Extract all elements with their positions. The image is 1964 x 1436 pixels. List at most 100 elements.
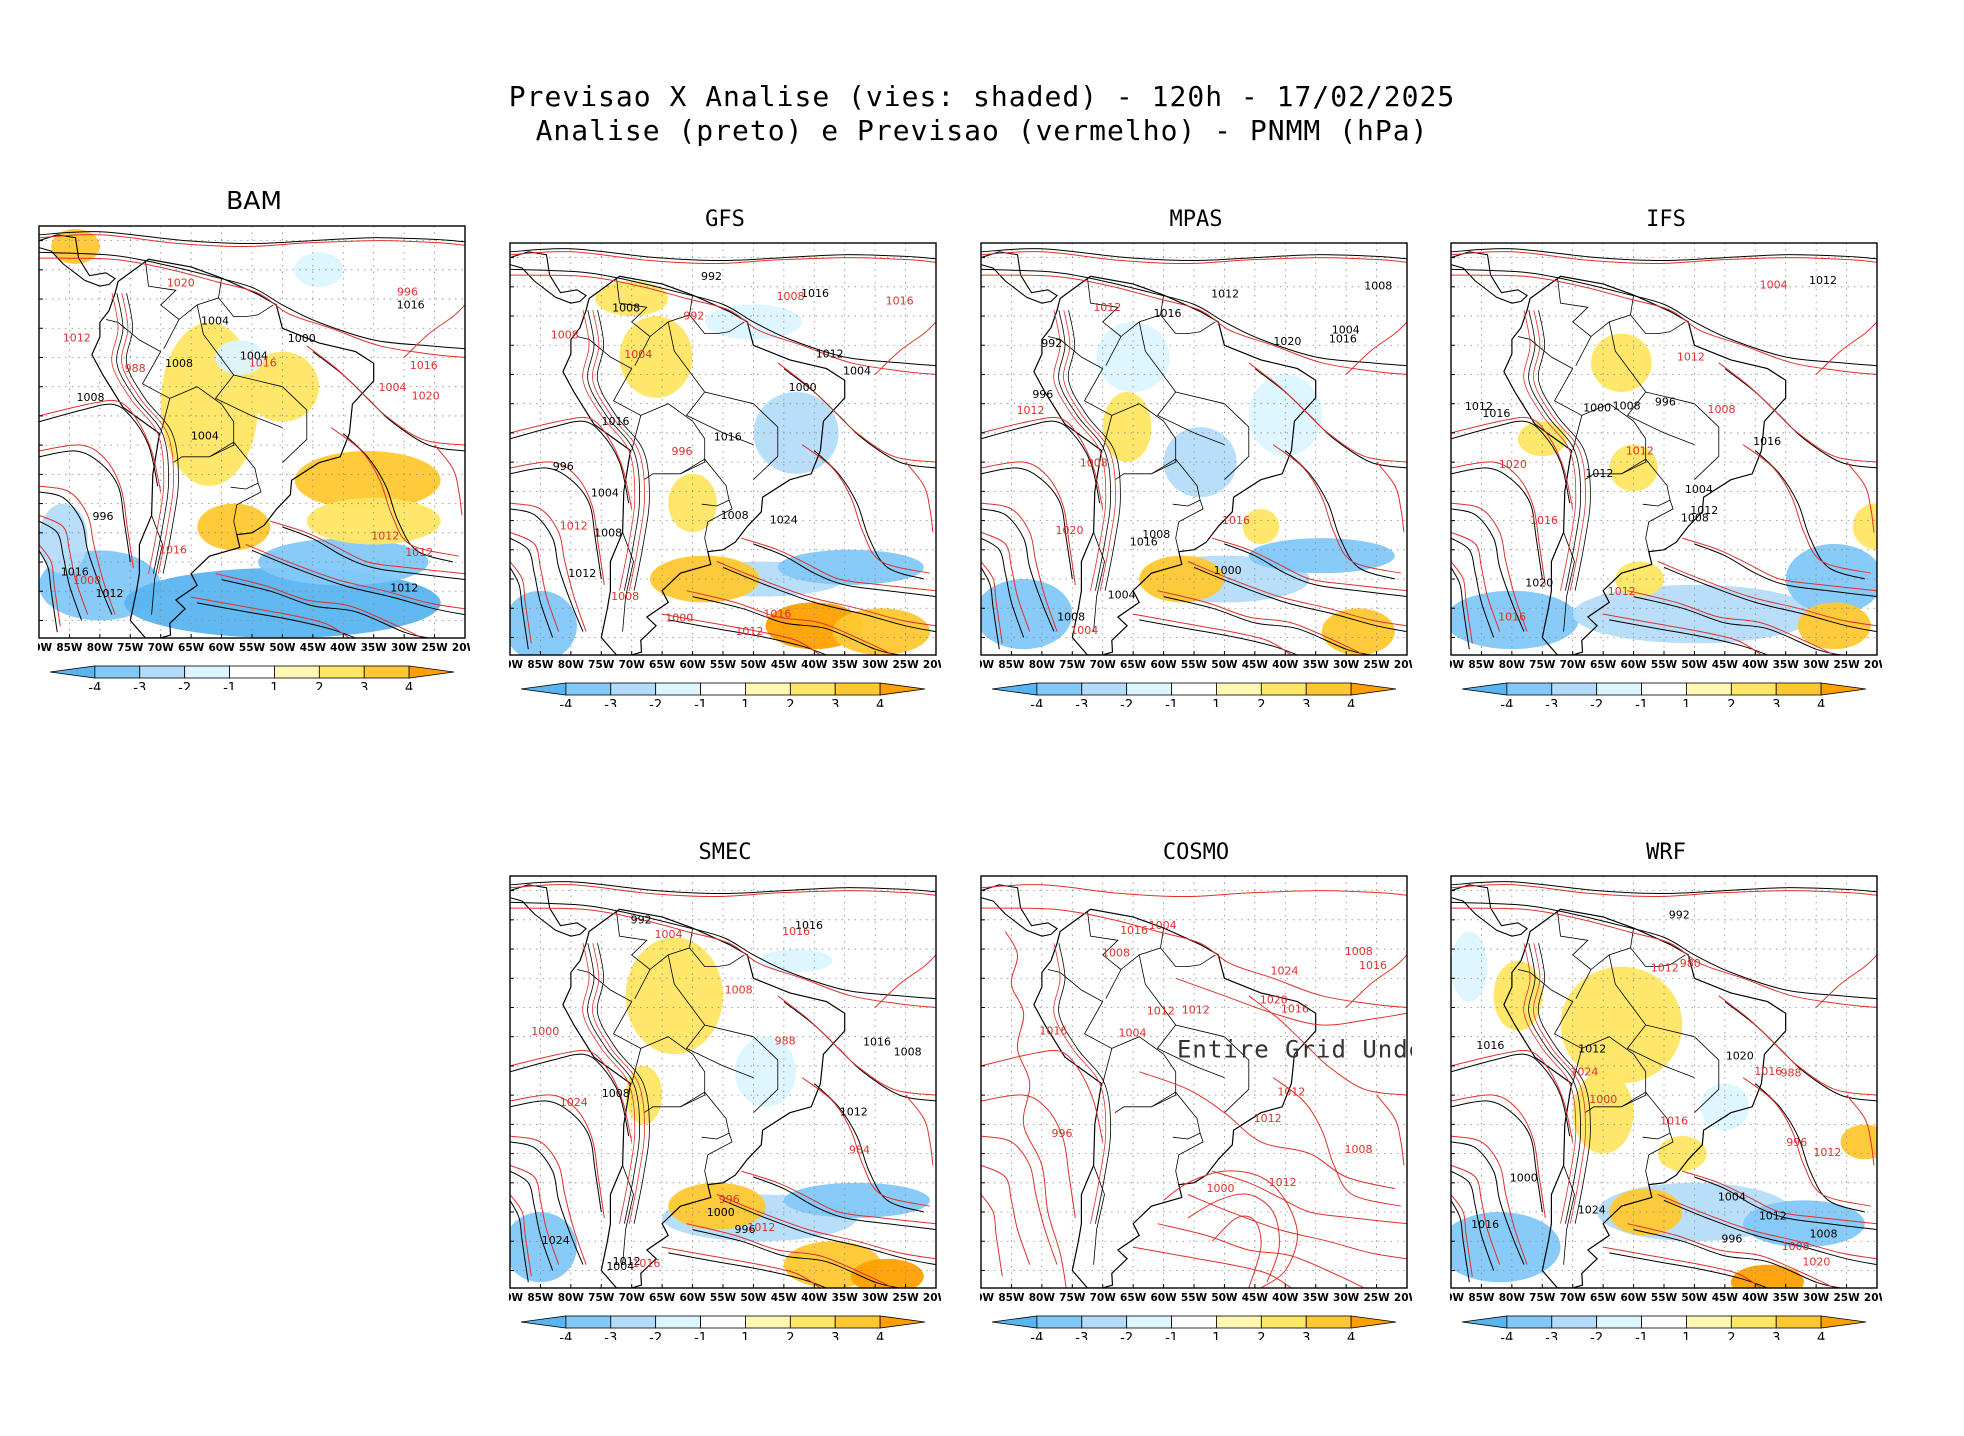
lon-tick-label: 85W xyxy=(1468,1292,1495,1304)
forecast-isobar xyxy=(39,234,465,248)
country-border xyxy=(685,391,754,445)
lon-tick-label: 20W xyxy=(1864,1292,1882,1304)
forecast-isobar xyxy=(510,1135,587,1265)
bias-patch xyxy=(668,1182,766,1230)
analysis-isobar xyxy=(1163,596,1371,655)
bias-patch xyxy=(1797,602,1871,650)
coastline xyxy=(39,234,116,287)
forecast-isobar xyxy=(1157,590,1365,655)
lon-tick-label: 55W xyxy=(1651,1292,1678,1304)
forecast-contour-label: 996 xyxy=(719,1193,740,1206)
forecast-isobar xyxy=(39,485,116,615)
forecast-isobar xyxy=(1682,1170,1877,1225)
map-content: 1016100810121008101610041008100410009969… xyxy=(981,243,1407,655)
forecast-contour-label: 1004 xyxy=(1119,1026,1147,1039)
lon-tick-label: 65W xyxy=(1120,659,1147,671)
lon-tick-label: 60W xyxy=(679,1292,706,1304)
figure-title: Previsao X Analise (vies: shaded) - 120h… xyxy=(508,80,1456,113)
lon-tick-label: 75W xyxy=(1529,1292,1556,1304)
analysis-contour-label: 1020 xyxy=(1525,577,1553,590)
forecast-isobar xyxy=(905,1094,934,1166)
lon-tick-label: 40W xyxy=(1272,659,1299,671)
bias-patch xyxy=(51,228,100,264)
colorbar: -4 -3 -2 -1 1 2 3 4 xyxy=(1461,682,1867,707)
lon-tick-label: 35W xyxy=(1303,1292,1330,1304)
forecast-isobar xyxy=(1603,1246,1762,1288)
analysis-isobar xyxy=(1451,537,1495,638)
analysis-isobar xyxy=(1451,268,1877,367)
country-border xyxy=(214,374,283,428)
analysis-contour-label: 1012 xyxy=(816,347,844,360)
forecast-contour-label: 1012 xyxy=(747,1221,775,1234)
analysis-isobar xyxy=(1451,420,1571,504)
analysis-isobar xyxy=(692,1229,900,1288)
lon-tick-label: 50W xyxy=(269,642,296,654)
lon-tick-label: 35W xyxy=(832,1292,859,1304)
lon-tick-label: 25W xyxy=(892,659,919,671)
forecast-contour-label: 1024 xyxy=(1270,964,1298,977)
forecast-isobar xyxy=(582,310,636,591)
forecast-isobar xyxy=(1627,590,1835,655)
country-border xyxy=(667,321,754,405)
analysis-contour-label: 1008 xyxy=(612,302,640,315)
analysis-isobar xyxy=(510,467,602,580)
analysis-isobar xyxy=(1451,1170,1495,1271)
panel-bam: BAM 1012 1008 1016 1004 1000 1012 1004 1004 996 1… xyxy=(38,186,470,690)
colorbar-label: -3 xyxy=(1545,1331,1558,1340)
lon-tick-label: 30W xyxy=(862,659,889,671)
analysis-contour-label: 996 xyxy=(1721,1233,1742,1246)
country-border xyxy=(1694,403,1720,480)
forecast-isobar xyxy=(39,544,61,627)
colorbar-segment xyxy=(655,1315,701,1329)
forecast-contour-label: 1016 xyxy=(1120,924,1148,937)
forecast-isobar xyxy=(1175,977,1407,1026)
analysis-isobar xyxy=(221,579,429,638)
forecast-contour-label: 1020 xyxy=(1260,994,1288,1007)
lon-tick-label: 60W xyxy=(1150,1292,1177,1304)
bias-patch xyxy=(619,316,693,398)
forecast-isobar xyxy=(510,1049,633,1143)
forecast-isobar xyxy=(981,461,1076,585)
colorbar-label: -1 xyxy=(223,681,236,690)
bias-patch xyxy=(595,280,669,317)
analysis-contour-label: 992 xyxy=(1041,337,1062,350)
forecast-contour-label: 1024 xyxy=(560,1096,588,1109)
lon-tick-label: 80W xyxy=(1029,659,1056,671)
colorbar-segment xyxy=(879,682,926,696)
forecast-contour-label: 1008 xyxy=(1345,945,1373,958)
forecast-contour-label: 1000 xyxy=(665,611,693,624)
coastline xyxy=(1451,884,1528,937)
forecast-isobar xyxy=(434,444,463,516)
country-border xyxy=(1087,278,1122,366)
country-border xyxy=(209,441,259,490)
forecast-isobar xyxy=(510,251,936,265)
lon-tick-label: 70W xyxy=(1560,1292,1587,1304)
colorbar-label: 1 xyxy=(1682,1331,1690,1340)
forecast-isobar xyxy=(510,416,633,510)
panel-title: COSMO xyxy=(1162,840,1230,865)
analysis-contour-label: 1004 xyxy=(1108,589,1136,602)
analysis-isobar xyxy=(1451,1100,1543,1213)
colorbar-label: 2 xyxy=(315,681,323,690)
analysis-contour-label: 1004 xyxy=(191,429,219,442)
lon-tick-label: 20W xyxy=(1864,659,1882,671)
lon-tick-label: 80W xyxy=(1029,1292,1056,1304)
colorbar: -4 -3 -2 -1 1 2 3 4 xyxy=(520,682,926,707)
colorbar-label: 2 xyxy=(1257,698,1265,707)
forecast-isobar xyxy=(801,444,931,574)
analysis-contour-label: 1000 xyxy=(288,332,316,345)
colorbar-label: 3 xyxy=(831,698,839,707)
coastline xyxy=(510,884,587,937)
forecast-contour-label: 1000 xyxy=(1589,1093,1617,1106)
country-border xyxy=(1175,1132,1204,1185)
analysis-contour-label: 1004 xyxy=(1332,324,1360,337)
forecast-contour-label: 1016 xyxy=(1754,1065,1782,1078)
forecast-isobar xyxy=(582,943,636,1224)
forecast-isobar xyxy=(39,514,89,615)
analysis-isobar xyxy=(1633,596,1841,655)
analysis-isobar xyxy=(1537,943,1591,1224)
lon-tick-label: 45W xyxy=(1242,1292,1269,1304)
colorbar-segment xyxy=(610,682,657,696)
forecast-isobar xyxy=(245,544,465,610)
country-border xyxy=(753,1036,779,1113)
